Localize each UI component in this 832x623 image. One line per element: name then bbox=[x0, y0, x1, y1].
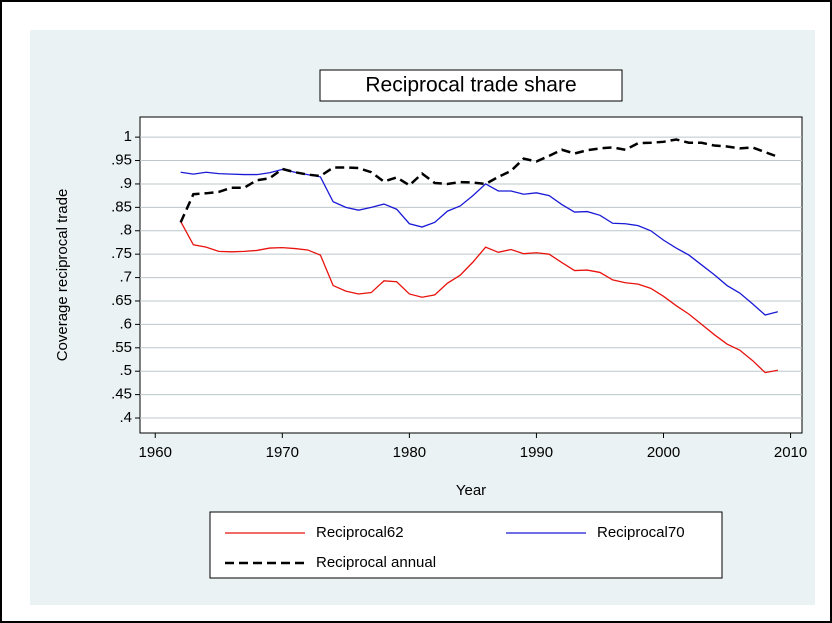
x-tick-label: 1960 bbox=[139, 444, 172, 461]
y-tick-label: .65 bbox=[111, 292, 132, 309]
y-tick-label: .5 bbox=[119, 362, 132, 379]
y-tick-label: .95 bbox=[111, 152, 132, 169]
y-axis-label: Coverage reciprocal trade bbox=[54, 189, 71, 362]
x-tick-label: 1980 bbox=[393, 444, 426, 461]
y-tick-label: 1 bbox=[124, 128, 132, 145]
title-box bbox=[319, 69, 623, 102]
y-tick-label: .4 bbox=[119, 409, 132, 426]
y-tick-label: .7 bbox=[119, 269, 132, 286]
legend-label: Reciprocal70 bbox=[597, 524, 685, 541]
series-line bbox=[180, 168, 779, 316]
series-line bbox=[180, 221, 778, 374]
y-tick-label: .8 bbox=[119, 222, 132, 239]
x-tick-label: 2000 bbox=[647, 444, 680, 461]
legend-label: Reciprocal annual bbox=[316, 554, 436, 571]
x-tick-label: 2010 bbox=[774, 444, 807, 461]
y-tick-label: .85 bbox=[111, 198, 132, 215]
y-tick-label: .75 bbox=[111, 245, 132, 262]
series-line bbox=[179, 138, 779, 223]
y-tick-label: .9 bbox=[119, 175, 132, 192]
plot-area bbox=[139, 116, 803, 434]
x-tick-label: 1990 bbox=[520, 444, 553, 461]
x-tick-label: 1970 bbox=[266, 444, 299, 461]
x-axis-label: Year bbox=[456, 482, 486, 499]
legend-box bbox=[209, 511, 723, 579]
legend-label: Reciprocal62 bbox=[316, 524, 404, 541]
y-tick-label: .45 bbox=[111, 386, 132, 403]
y-tick-label: .55 bbox=[111, 339, 132, 356]
y-tick-label: .6 bbox=[119, 315, 132, 332]
chart-title: Reciprocal trade share bbox=[365, 74, 576, 97]
